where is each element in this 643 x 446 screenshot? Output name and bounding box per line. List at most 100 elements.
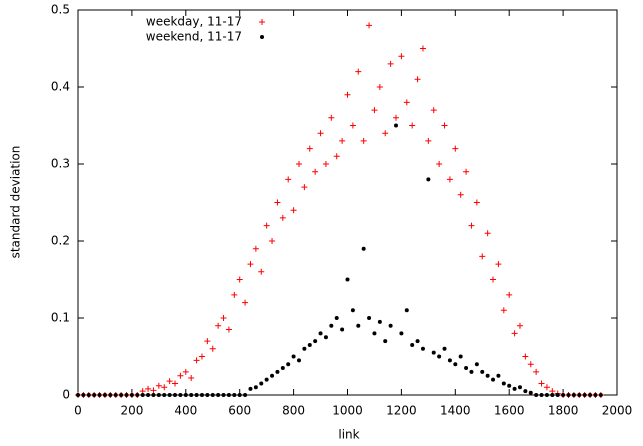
point [247, 261, 254, 268]
point [534, 393, 539, 397]
y-tick-label: 0.2 [51, 234, 70, 248]
legend-label: weekday, 11-17 [146, 15, 242, 29]
point [322, 161, 329, 167]
point [479, 253, 486, 260]
point [522, 353, 529, 360]
point [371, 107, 378, 114]
point [409, 122, 416, 129]
x-tick-label: 400 [174, 404, 197, 418]
point [523, 389, 528, 394]
point [183, 393, 188, 397]
point [593, 393, 598, 397]
point [328, 114, 335, 121]
point [194, 393, 199, 397]
point [382, 130, 389, 137]
point [372, 331, 377, 336]
x-tick-label: 200 [120, 404, 143, 418]
point [473, 199, 480, 206]
point [178, 393, 183, 397]
point [275, 369, 280, 374]
point [555, 393, 560, 397]
point [236, 276, 243, 283]
point [291, 354, 296, 359]
point [146, 393, 151, 397]
point [295, 161, 302, 167]
point [469, 369, 474, 374]
point [182, 368, 189, 375]
point [561, 393, 566, 397]
point [376, 84, 383, 90]
point [318, 331, 323, 336]
point [242, 299, 249, 306]
point [225, 326, 232, 333]
point [102, 393, 107, 397]
y-tick-label: 0.5 [51, 3, 70, 17]
point [437, 354, 442, 359]
point [198, 353, 205, 360]
point [577, 393, 582, 397]
point [161, 384, 168, 391]
point [334, 316, 339, 320]
point [248, 386, 253, 391]
point [317, 130, 324, 137]
point [464, 366, 469, 371]
point [367, 316, 372, 320]
point [582, 393, 587, 397]
point [270, 373, 275, 378]
point [598, 393, 603, 397]
point [387, 60, 394, 67]
point [468, 222, 475, 229]
point [457, 191, 464, 198]
point [302, 346, 307, 351]
point [404, 308, 409, 313]
point [193, 357, 200, 364]
point [507, 383, 512, 388]
point [453, 362, 458, 367]
y-tick-label: 0 [62, 388, 70, 402]
point [258, 268, 265, 275]
point [588, 393, 593, 397]
point [490, 276, 497, 283]
point [124, 393, 129, 397]
point [361, 246, 366, 251]
point [512, 386, 517, 391]
point [76, 393, 80, 397]
point [496, 373, 501, 378]
point [441, 122, 448, 129]
point [166, 378, 173, 385]
point [306, 145, 313, 152]
point [150, 387, 157, 394]
x-tick-label: 1600 [494, 404, 525, 418]
point [162, 393, 167, 397]
legend-marker [259, 19, 265, 25]
point [329, 323, 334, 328]
x-tick-label: 800 [282, 404, 305, 418]
point [113, 393, 118, 397]
point [506, 291, 513, 298]
point [340, 327, 345, 332]
point [189, 393, 194, 397]
point [544, 393, 549, 397]
point [307, 342, 312, 347]
point [232, 393, 237, 397]
point [173, 393, 178, 397]
point [366, 22, 373, 29]
point [345, 277, 350, 282]
point [393, 114, 400, 121]
x-tick-label: 2000 [602, 404, 633, 418]
point [215, 322, 222, 329]
point [410, 342, 415, 347]
y-tick-label: 0.3 [51, 157, 70, 171]
point [313, 339, 318, 344]
point [383, 339, 388, 344]
point [419, 45, 426, 52]
point [436, 161, 443, 167]
point [447, 358, 452, 363]
point [156, 393, 161, 397]
point [538, 380, 545, 387]
point [333, 153, 340, 160]
point [344, 91, 351, 98]
point [237, 393, 242, 397]
point [339, 137, 346, 144]
point [425, 137, 432, 144]
